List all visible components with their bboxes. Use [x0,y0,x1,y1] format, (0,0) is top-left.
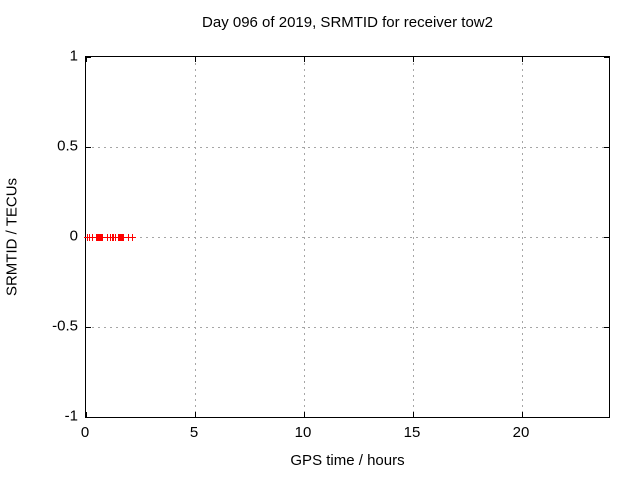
x-tick-label: 20 [512,424,530,441]
plot-area [84,56,610,418]
x-axis-label: GPS time / hours [290,452,405,469]
y-gridline [86,237,609,238]
y-tick-label: 1 [69,47,78,65]
data-point-marker [99,234,106,241]
y-axis-label: SRMTID / TECUs [3,177,21,297]
x-tick-mark-top [522,57,523,62]
data-point-marker [125,234,132,241]
chart-title: Day 096 of 2019, SRMTID for receiver tow… [202,14,493,31]
y-gridline [86,147,609,148]
data-point-marker [129,234,136,241]
y-tick-mark [86,417,91,418]
y-gridline [86,327,609,328]
x-tick-mark [304,412,305,417]
x-tick-label: 0 [80,424,90,441]
x-tick-mark-top [195,57,196,62]
y-tick-mark-right [604,147,609,148]
x-tick-mark [195,412,196,417]
y-tick-mark [86,327,91,328]
x-tick-mark [86,412,87,417]
data-point-marker [120,234,127,241]
y-tick-label: 0.5 [57,137,78,155]
y-tick-mark-right [604,57,609,58]
y-tick-label: 0 [69,227,78,245]
x-tick-mark [522,412,523,417]
x-tick-label: 5 [189,424,199,441]
y-tick-mark-right [604,237,609,238]
y-tick-mark [86,147,91,148]
y-tick-label: -1 [64,407,78,425]
y-tick-mark-right [604,327,609,328]
y-tick-mark-right [604,417,609,418]
x-tick-mark-top [86,57,87,62]
x-tick-mark [413,412,414,417]
y-tick-label: -0.5 [52,317,78,335]
x-tick-mark-top [304,57,305,62]
x-tick-label: 10 [294,424,312,441]
x-tick-label: 15 [403,424,421,441]
y-tick-mark [86,57,91,58]
data-point-marker [89,234,96,241]
x-tick-mark-top [413,57,414,62]
